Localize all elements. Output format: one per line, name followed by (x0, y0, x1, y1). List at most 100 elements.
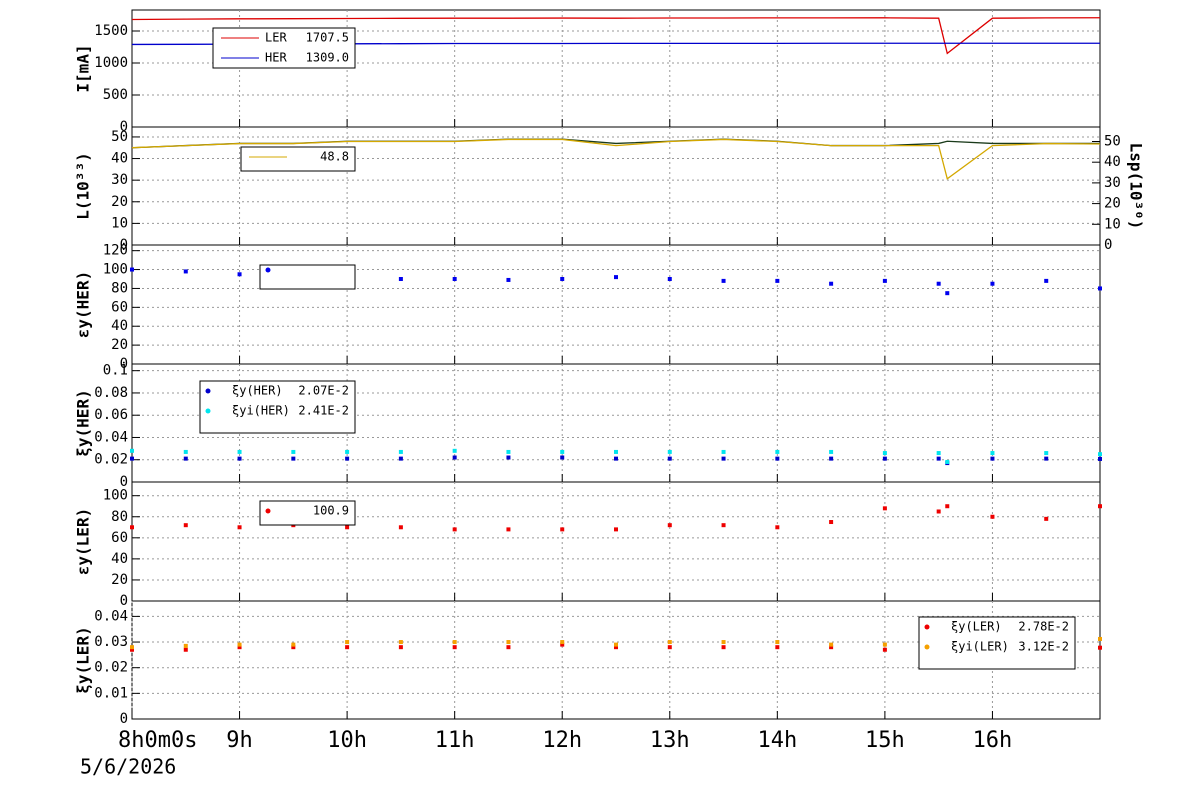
data-point (614, 275, 618, 280)
data-point (945, 291, 950, 296)
legend-name: ξyi(LER) (951, 640, 1009, 654)
data-point (560, 640, 565, 645)
y-axis-label: L(10³³) (74, 152, 93, 219)
legend-name: ξyi(HER) (232, 404, 290, 418)
y-tick-label: 20 (111, 572, 128, 588)
legend-marker (924, 644, 930, 650)
data-point (775, 525, 780, 530)
legend-marker (924, 624, 930, 630)
data-point (614, 642, 618, 647)
legend-value: 1707.5 (306, 31, 349, 45)
legend-value: 2.41E-2 (298, 404, 349, 418)
y2-tick-label: 0 (1104, 237, 1112, 253)
data-point (936, 281, 941, 286)
data-point (614, 527, 618, 532)
x-tick-label: 12h (542, 728, 582, 753)
data-point (183, 643, 188, 648)
y-tick-label: 0 (120, 711, 128, 727)
data-point (237, 272, 242, 277)
data-point (237, 456, 242, 461)
x-tick-label: 11h (435, 728, 475, 753)
data-point (345, 645, 350, 650)
data-point (398, 525, 403, 530)
x-tick-label: 8h0m0s (118, 728, 197, 753)
y-axis-label: εy(LER) (74, 508, 93, 575)
x-tick-label: 10h (327, 728, 367, 753)
data-point (237, 525, 242, 530)
x-tick-label: 14h (757, 728, 797, 753)
data-point (775, 278, 780, 283)
data-point (398, 640, 403, 645)
data-point (452, 277, 457, 281)
legend-box (240, 146, 356, 172)
y2-tick-label: 20 (1104, 196, 1121, 212)
data-point (560, 455, 565, 460)
data-point (990, 281, 995, 286)
legend-marker (265, 267, 271, 273)
legend-box (259, 500, 356, 526)
data-point (936, 456, 941, 461)
data-point (721, 645, 726, 650)
y-tick-label: 0.04 (94, 608, 128, 624)
y2-tick-label: 40 (1104, 154, 1121, 170)
data-point (452, 640, 457, 645)
legend-name: ξy(HER) (232, 384, 283, 398)
data-point (506, 640, 511, 645)
data-point (667, 640, 672, 645)
data-point (667, 277, 672, 281)
y2-tick-label: 30 (1104, 175, 1121, 191)
legend-name: HER (265, 51, 287, 65)
plot-frame (131, 600, 1101, 720)
y-tick-label: 40 (111, 318, 128, 334)
data-point (614, 449, 618, 454)
legend-value: 2.78E-2 (1018, 620, 1069, 634)
y-tick-label: 40 (111, 551, 128, 567)
legend-box (259, 264, 356, 290)
legend-name: ξy(LER) (951, 620, 1002, 634)
legend-value: 2.07E-2 (298, 384, 349, 398)
data-point (829, 281, 834, 286)
data-point (506, 277, 511, 282)
data-point (560, 277, 565, 281)
data-point (506, 527, 511, 532)
data-point (183, 449, 188, 454)
plot-frame (131, 244, 1101, 365)
data-point (882, 506, 887, 511)
legend-value: 1309.0 (306, 51, 349, 65)
legend-box (212, 27, 356, 69)
data-point (775, 449, 780, 454)
data-point (506, 449, 511, 454)
y-tick-label: 0 (120, 119, 128, 135)
y-tick-label: 120 (103, 243, 128, 259)
data-point (1044, 516, 1049, 521)
legend-name: LER (265, 31, 287, 45)
data-point (1044, 456, 1049, 461)
data-point (345, 640, 350, 645)
y-tick-label: 0 (120, 237, 128, 253)
y-axis-label: ξy(HER) (74, 389, 93, 456)
data-point (1098, 456, 1102, 461)
data-point (721, 640, 726, 645)
y-tick-label: 40 (111, 151, 128, 167)
data-point (721, 456, 726, 461)
data-point (506, 645, 511, 650)
y2-tick-label: 50 (1104, 133, 1121, 149)
data-point (1098, 636, 1102, 641)
data-point (667, 449, 672, 454)
y-tick-label: 20 (111, 337, 128, 353)
data-point (721, 278, 726, 283)
data-point (775, 640, 780, 645)
data-point (560, 527, 565, 532)
legend-value: 100.9 (313, 504, 349, 518)
data-point (237, 449, 242, 454)
data-point (721, 449, 726, 454)
series-line (131, 17, 1101, 55)
data-point (183, 269, 188, 274)
data-point (882, 456, 887, 461)
x-tick-label: 16h (973, 728, 1013, 753)
data-point (183, 523, 188, 528)
data-point (1098, 286, 1102, 291)
data-point (775, 645, 780, 650)
data-point (614, 645, 618, 650)
